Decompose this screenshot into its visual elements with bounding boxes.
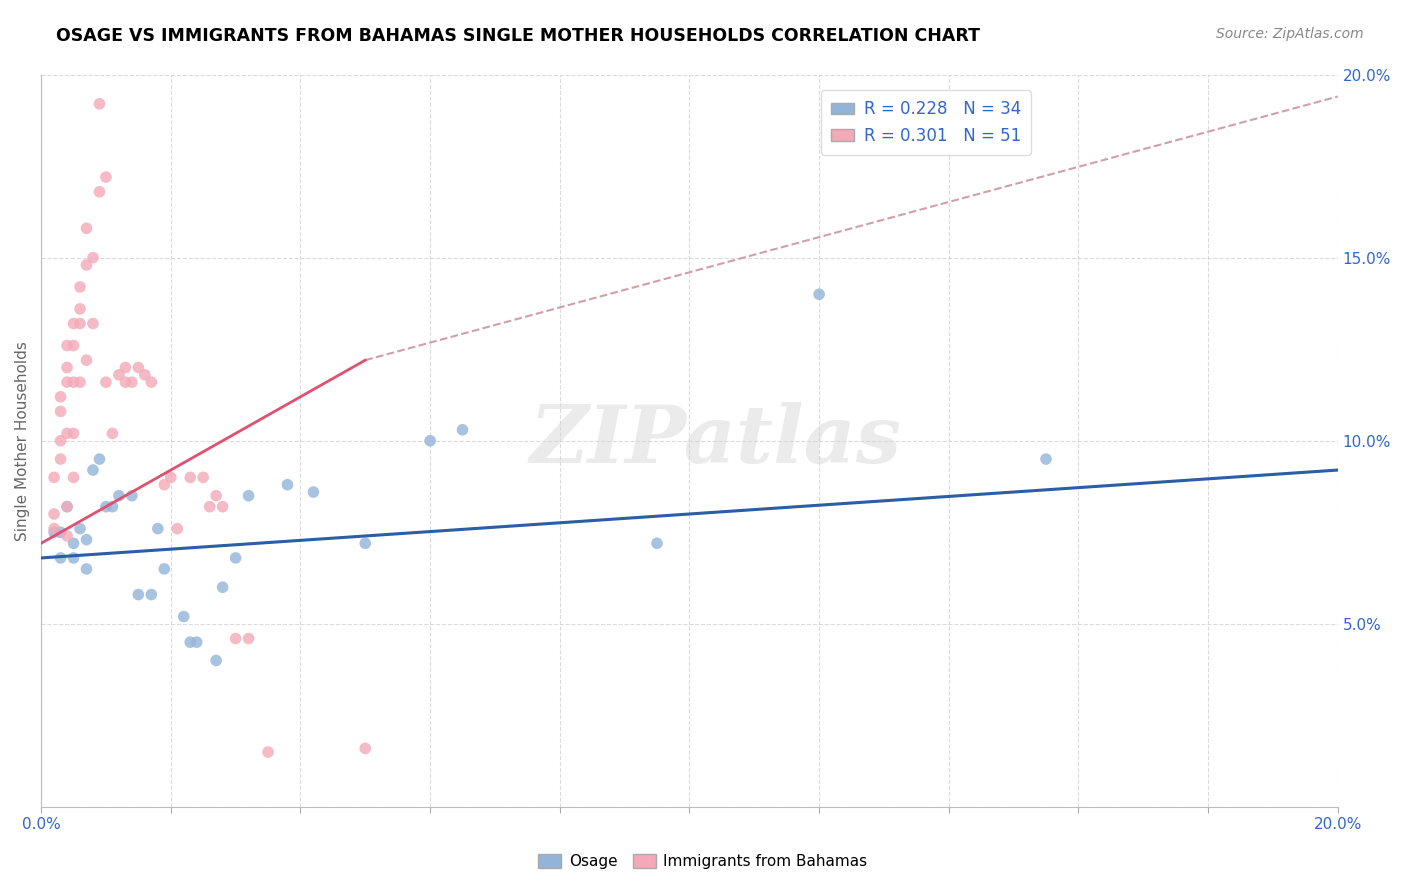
Point bbox=[76, 258, 98, 272]
Point bbox=[42, 470, 65, 484]
Point bbox=[76, 562, 98, 576]
Point bbox=[141, 375, 163, 389]
Point bbox=[62, 375, 84, 389]
Point bbox=[108, 489, 131, 503]
Point bbox=[62, 536, 84, 550]
Point bbox=[89, 96, 111, 111]
Point bbox=[173, 609, 195, 624]
Point bbox=[49, 390, 72, 404]
Point bbox=[114, 375, 136, 389]
Point bbox=[89, 185, 111, 199]
Point bbox=[134, 368, 156, 382]
Point bbox=[89, 452, 111, 467]
Point bbox=[166, 522, 188, 536]
Point bbox=[62, 338, 84, 352]
Point bbox=[302, 485, 325, 500]
Point bbox=[354, 536, 377, 550]
Point bbox=[193, 470, 215, 484]
Point bbox=[76, 353, 98, 368]
Point bbox=[179, 635, 201, 649]
Point bbox=[153, 562, 176, 576]
Point bbox=[127, 588, 149, 602]
Point bbox=[82, 251, 104, 265]
Point bbox=[56, 529, 79, 543]
Point bbox=[159, 470, 181, 484]
Point bbox=[69, 280, 91, 294]
Point bbox=[141, 588, 163, 602]
Legend: R = 0.228   N = 34, R = 0.301   N = 51: R = 0.228 N = 34, R = 0.301 N = 51 bbox=[821, 90, 1031, 154]
Point bbox=[146, 522, 169, 536]
Point bbox=[1035, 452, 1057, 467]
Point bbox=[419, 434, 441, 448]
Point bbox=[205, 489, 228, 503]
Point bbox=[82, 317, 104, 331]
Point bbox=[205, 653, 228, 667]
Point bbox=[69, 301, 91, 316]
Point bbox=[114, 360, 136, 375]
Point bbox=[42, 507, 65, 521]
Point bbox=[94, 170, 117, 185]
Point bbox=[62, 426, 84, 441]
Point bbox=[238, 489, 260, 503]
Point bbox=[238, 632, 260, 646]
Point bbox=[211, 580, 233, 594]
Point bbox=[76, 533, 98, 547]
Point bbox=[153, 477, 176, 491]
Point bbox=[42, 525, 65, 540]
Point bbox=[225, 632, 247, 646]
Point bbox=[121, 489, 143, 503]
Point bbox=[82, 463, 104, 477]
Point bbox=[186, 635, 208, 649]
Point bbox=[276, 477, 298, 491]
Point bbox=[49, 525, 72, 540]
Point bbox=[56, 500, 79, 514]
Point bbox=[127, 360, 149, 375]
Point bbox=[354, 741, 377, 756]
Text: Source: ZipAtlas.com: Source: ZipAtlas.com bbox=[1216, 27, 1364, 41]
Point bbox=[645, 536, 668, 550]
Point bbox=[257, 745, 280, 759]
Point bbox=[101, 426, 124, 441]
Point bbox=[69, 375, 91, 389]
Point bbox=[62, 317, 84, 331]
Point bbox=[62, 550, 84, 565]
Point bbox=[56, 360, 79, 375]
Point bbox=[49, 404, 72, 418]
Text: ZIPatlas: ZIPatlas bbox=[529, 402, 901, 480]
Point bbox=[62, 470, 84, 484]
Y-axis label: Single Mother Households: Single Mother Households bbox=[15, 341, 30, 541]
Point bbox=[49, 452, 72, 467]
Point bbox=[179, 470, 201, 484]
Point bbox=[56, 500, 79, 514]
Point bbox=[56, 338, 79, 352]
Point bbox=[76, 221, 98, 235]
Point bbox=[121, 375, 143, 389]
Point bbox=[94, 500, 117, 514]
Point bbox=[225, 550, 247, 565]
Point bbox=[42, 522, 65, 536]
Text: OSAGE VS IMMIGRANTS FROM BAHAMAS SINGLE MOTHER HOUSEHOLDS CORRELATION CHART: OSAGE VS IMMIGRANTS FROM BAHAMAS SINGLE … bbox=[56, 27, 980, 45]
Legend: Osage, Immigrants from Bahamas: Osage, Immigrants from Bahamas bbox=[533, 848, 873, 875]
Point bbox=[49, 550, 72, 565]
Point bbox=[198, 500, 221, 514]
Point bbox=[49, 434, 72, 448]
Point bbox=[211, 500, 233, 514]
Point bbox=[101, 500, 124, 514]
Point bbox=[108, 368, 131, 382]
Point bbox=[94, 375, 117, 389]
Point bbox=[69, 522, 91, 536]
Point bbox=[808, 287, 831, 301]
Point bbox=[56, 426, 79, 441]
Point bbox=[56, 375, 79, 389]
Point bbox=[69, 317, 91, 331]
Point bbox=[451, 423, 474, 437]
